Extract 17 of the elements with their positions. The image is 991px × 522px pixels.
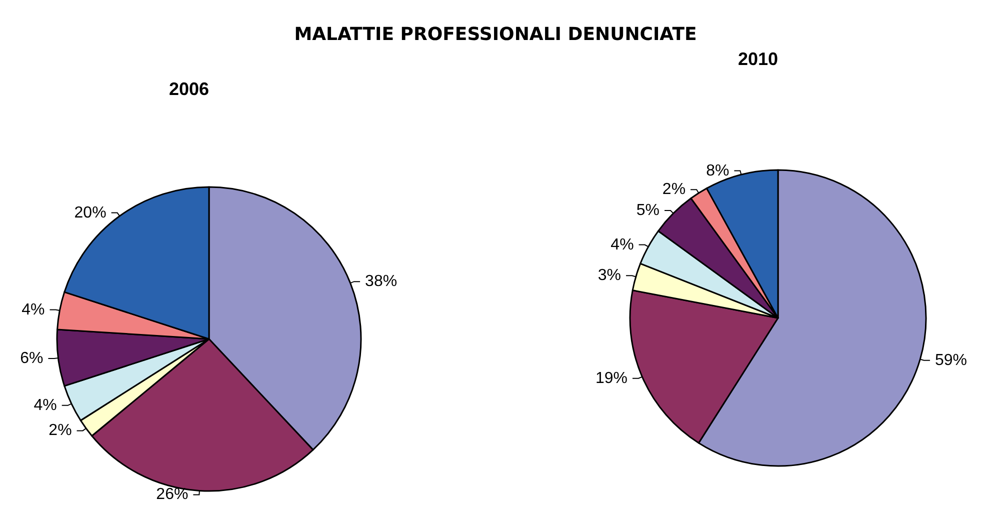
- data-label: 59%: [934, 352, 967, 369]
- data-label: 19%: [595, 370, 628, 387]
- chart-title: 2006: [169, 79, 210, 99]
- data-label: 38%: [365, 273, 398, 290]
- text: MALATTIE PROFESSIONALI DENUNCIATE: [293, 24, 698, 45]
- data-label: 6%: [20, 350, 44, 368]
- data-label: 4%: [34, 396, 57, 414]
- data-label: 20%: [74, 204, 106, 222]
- data-label: 3%: [598, 267, 622, 284]
- data-label: 4%: [610, 236, 634, 254]
- data-label: 5%: [636, 202, 660, 220]
- data-label: 4%: [22, 301, 45, 318]
- data-label: 26%: [156, 486, 188, 504]
- chart-title: 2010: [738, 49, 778, 69]
- data-label: 8%: [706, 162, 730, 180]
- data-label: 2%: [662, 181, 686, 198]
- data-label: 2%: [48, 422, 72, 440]
